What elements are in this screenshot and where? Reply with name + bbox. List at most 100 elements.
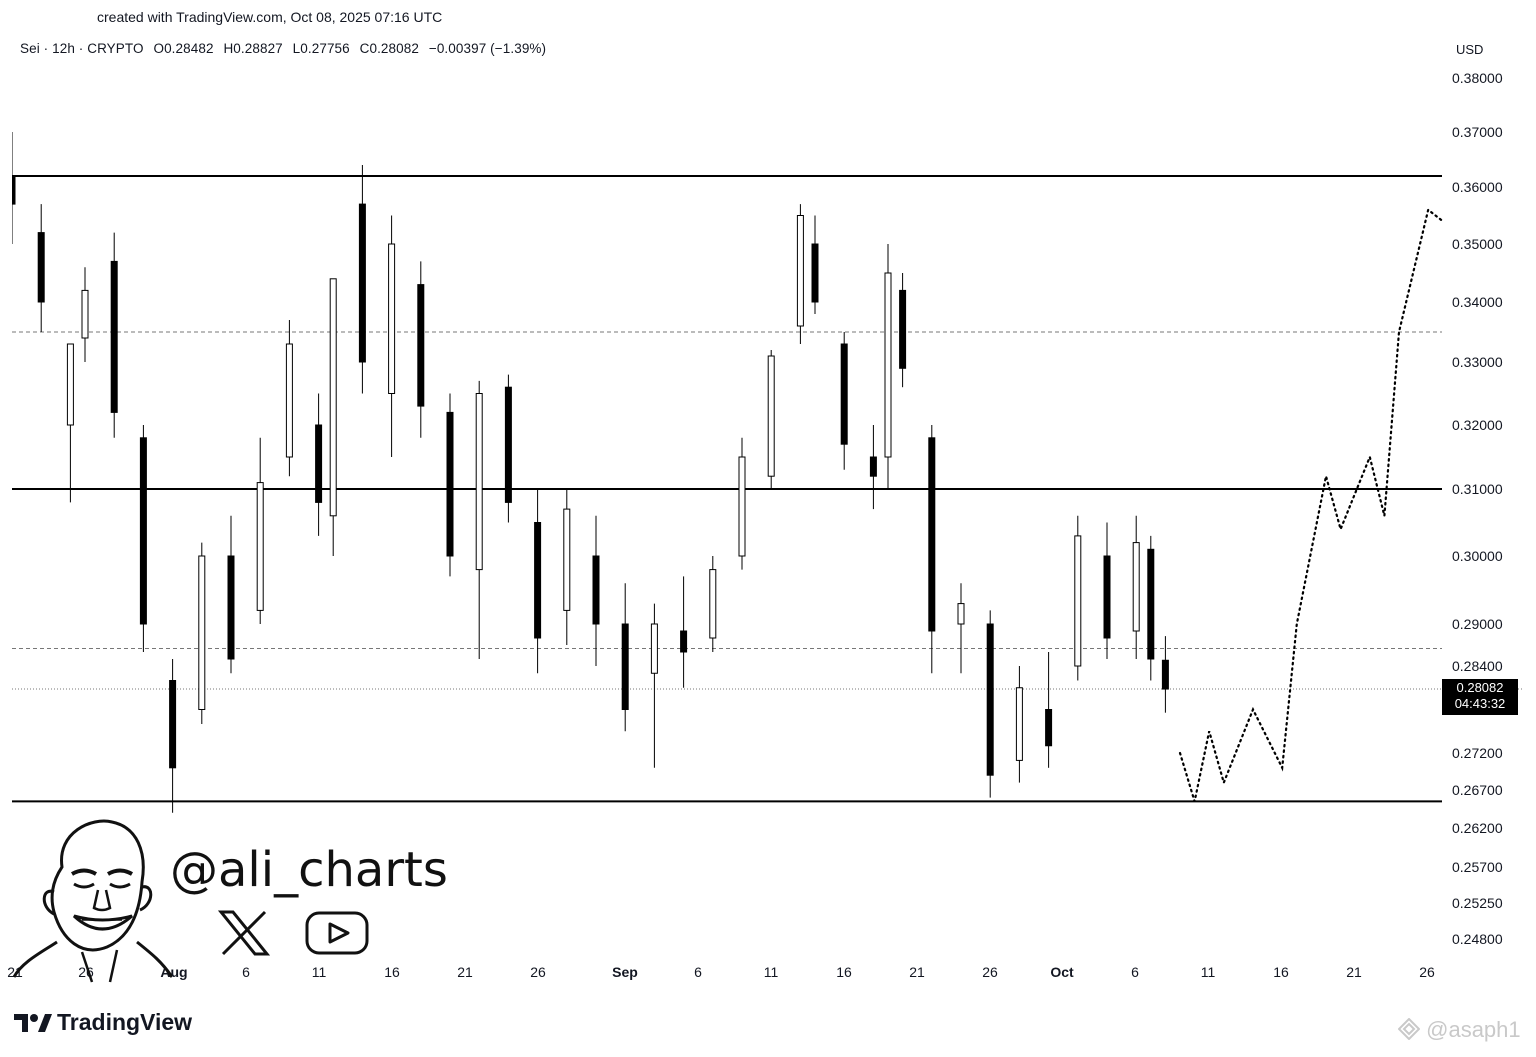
price-tick-label: 0.30000 <box>1452 548 1503 564</box>
candle-body <box>884 272 892 458</box>
low-value: L0.27756 <box>292 41 350 56</box>
candle-body <box>534 522 542 639</box>
author-handle: @ali_charts <box>170 842 448 898</box>
change-value: −0.00397 (−1.39%) <box>428 41 547 56</box>
price-tick-label: 0.35000 <box>1452 236 1503 252</box>
candle-body <box>139 437 147 625</box>
candle-body <box>767 355 775 477</box>
price-tick-label: 0.33000 <box>1452 354 1503 370</box>
tradingview-branding[interactable]: TradingView <box>14 1009 192 1036</box>
time-tick-label: 26 <box>1419 964 1435 980</box>
candle-body <box>796 215 804 327</box>
time-tick-label: Sep <box>612 964 638 980</box>
open-value: O0.28482 <box>153 41 214 56</box>
time-tick-label: 16 <box>836 964 852 980</box>
candle-body <box>899 289 907 369</box>
candle-body <box>315 424 323 503</box>
candle-body <box>840 343 848 445</box>
time-tick-label: 21 <box>457 964 473 980</box>
last-price-tag: 0.28082 04:43:32 <box>1442 679 1518 715</box>
price-tick-label: 0.26700 <box>1452 782 1503 798</box>
price-tick-label: 0.25700 <box>1452 859 1503 875</box>
candle-body <box>329 278 337 517</box>
ohlc-legend: Sei · 12h · CRYPTO O0.28482 H0.28827 L0.… <box>20 41 552 56</box>
time-tick-label: 11 <box>1200 964 1216 980</box>
candle-body <box>650 623 658 674</box>
time-tick-label: 11 <box>311 964 327 980</box>
candle-body <box>680 630 688 653</box>
candle-body <box>475 393 483 571</box>
price-tick-label: 0.36000 <box>1452 179 1503 195</box>
candle-body <box>37 232 45 303</box>
price-tick-label: 0.26200 <box>1452 820 1503 836</box>
candle-body <box>446 411 454 557</box>
price-tick-label: 0.29000 <box>1452 616 1503 632</box>
candle-body <box>592 555 600 625</box>
watermark: @asaph1 <box>1397 1017 1521 1043</box>
time-tick-label: 11 <box>763 964 779 980</box>
price-tick-label: 0.32000 <box>1452 417 1503 433</box>
candle-body <box>81 289 89 339</box>
candle-body <box>957 603 965 625</box>
projection-path <box>1178 207 1444 802</box>
close-value: C0.28082 <box>359 41 419 56</box>
candle-body <box>358 203 366 363</box>
time-tick-label: 26 <box>530 964 546 980</box>
tradingview-logo-icon <box>14 1013 52 1032</box>
time-tick-label: Oct <box>1050 964 1074 980</box>
candle-body <box>388 243 396 394</box>
time-tick-label: 16 <box>1273 964 1289 980</box>
candle-body <box>110 260 118 413</box>
candle-body <box>198 555 206 710</box>
candle-countdown: 04:43:32 <box>1454 696 1506 711</box>
youtube-icon[interactable] <box>304 910 370 956</box>
candles <box>12 132 1169 813</box>
candle-body <box>1147 548 1155 660</box>
chart-pane[interactable] <box>12 32 1524 987</box>
price-chart[interactable] <box>12 32 1524 987</box>
time-tick-label: 6 <box>1131 964 1139 980</box>
price-tick-label: 0.37000 <box>1452 124 1503 140</box>
candle-body <box>563 508 571 611</box>
projection-dotted-path <box>1178 207 1444 802</box>
candle-body <box>738 456 746 557</box>
candle-body <box>709 569 717 639</box>
time-tick-label: 16 <box>384 964 400 980</box>
currency-label[interactable]: USD <box>1456 42 1484 57</box>
time-tick-label: 6 <box>242 964 250 980</box>
symbol-label: Sei · 12h · CRYPTO <box>20 41 144 56</box>
price-tick-label: 0.25250 <box>1452 895 1503 911</box>
price-tick-label: 0.24800 <box>1452 931 1503 947</box>
candle-body <box>1074 535 1082 667</box>
candle-body <box>227 555 235 660</box>
candle-body <box>1045 709 1053 747</box>
price-tick-label: 0.38000 <box>1452 70 1503 86</box>
candle-body <box>1015 687 1023 761</box>
candle-body <box>169 680 177 769</box>
candle-body <box>256 482 264 611</box>
x-logo-icon[interactable] <box>218 910 270 956</box>
price-tick-label: 0.28400 <box>1452 658 1503 674</box>
high-value: H0.28827 <box>223 41 283 56</box>
avatar-caricature <box>12 819 172 983</box>
candle-body <box>986 623 994 776</box>
tradingview-wordmark: TradingView <box>57 1009 193 1035</box>
candle-body <box>811 243 819 303</box>
candle-body <box>621 623 629 710</box>
price-tick-label: 0.31000 <box>1452 481 1503 497</box>
price-tick-label: 0.27200 <box>1452 745 1503 761</box>
binance-square-icon <box>1397 1017 1421 1041</box>
time-tick-label: 6 <box>694 964 702 980</box>
candle-body <box>12 175 16 205</box>
chart-credit: created with TradingView.com, Oct 08, 20… <box>97 9 443 25</box>
candle-body <box>1161 659 1169 690</box>
price-tick-label: 0.34000 <box>1452 294 1503 310</box>
candle-body <box>869 456 877 477</box>
time-tick-label: 21 <box>909 964 925 980</box>
level-lines <box>12 175 1524 803</box>
watermark-text: @asaph1 <box>1426 1017 1521 1042</box>
candle-body <box>928 437 936 632</box>
candle-body <box>66 343 74 426</box>
candle-body <box>1132 542 1140 632</box>
time-tick-label: 26 <box>982 964 998 980</box>
